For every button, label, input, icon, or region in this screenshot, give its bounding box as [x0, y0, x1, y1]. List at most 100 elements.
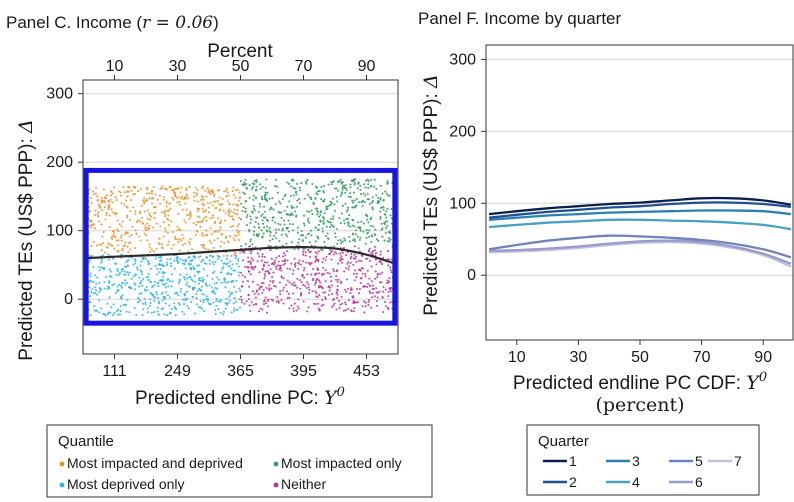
panel-c-point	[301, 274, 304, 277]
panel-c-point	[348, 265, 351, 268]
panel-c-point	[341, 302, 344, 305]
panel-c-point	[139, 188, 142, 191]
panel-c-point	[341, 261, 344, 264]
panel-c-point	[230, 292, 233, 295]
panel-c-point	[176, 229, 179, 232]
panel-c-point	[195, 303, 198, 306]
panel-c-point	[291, 292, 295, 295]
panel-c-point	[263, 226, 266, 229]
panel-c-highlight-box	[83, 167, 398, 326]
panel-c-point	[227, 280, 230, 283]
panel-c-point	[164, 209, 167, 212]
panel-c-point	[389, 286, 393, 289]
panel-c-point	[293, 281, 296, 284]
panel-c-point	[202, 244, 205, 247]
panel-c-point	[158, 271, 161, 274]
panel-c-point	[307, 306, 310, 309]
panel-c-point	[288, 182, 291, 185]
panel-c-point	[253, 292, 256, 295]
panel-c-point	[371, 196, 374, 199]
panel-c-point	[298, 238, 301, 241]
panel-c-point	[162, 235, 165, 238]
panel-c-point	[150, 311, 153, 314]
panel-c-point	[288, 296, 291, 299]
panel-c-point	[247, 260, 250, 263]
panel-c-point	[166, 263, 169, 266]
panel-c-point	[207, 248, 210, 251]
panel-c-point	[273, 259, 276, 262]
panel-c-point	[276, 185, 279, 188]
panel-c-point	[109, 270, 112, 273]
panel-c-point	[170, 265, 173, 268]
panel-c-point	[212, 246, 215, 249]
panel-c-point	[281, 229, 284, 232]
panel-c-point	[292, 206, 295, 209]
panel-c-point	[263, 255, 266, 259]
panel-c-bottom-tick-label: 249	[164, 363, 191, 380]
panel-c-point	[367, 221, 370, 224]
panel-c-point	[304, 284, 307, 287]
panel-c-point	[252, 194, 255, 197]
panel-c-point	[292, 310, 295, 313]
panel-c-point	[214, 207, 217, 210]
panel-c-point	[368, 247, 371, 250]
panel-c-point	[227, 241, 230, 244]
panel-c-point	[288, 200, 291, 203]
panel-c-point	[143, 297, 146, 300]
panel-c-point	[376, 291, 380, 294]
panel-c-point	[352, 191, 356, 194]
panel-c-point	[325, 205, 328, 208]
panel-c-point	[286, 259, 289, 262]
panel-c-point	[357, 221, 360, 224]
panel-c-point	[110, 208, 113, 211]
panel-c-point	[204, 208, 207, 211]
panel-c-point	[143, 196, 146, 200]
panel-c-point	[262, 288, 265, 291]
panel-c-point	[228, 235, 232, 238]
panel-c-point	[202, 246, 205, 249]
panel-c-point	[185, 273, 188, 276]
panel-c-point	[351, 224, 354, 227]
panel-c-point	[248, 285, 251, 288]
panel-c-point	[227, 210, 230, 213]
panel-c-point	[306, 219, 309, 222]
panel-c-point	[182, 237, 185, 240]
panel-c-point	[128, 241, 131, 244]
panel-f-series-line	[488, 201, 792, 219]
panel-c-point	[351, 206, 354, 209]
panel-c-legend-label: Most impacted and deprived	[67, 455, 243, 471]
panel-c-point	[201, 232, 204, 235]
panel-c-point	[171, 189, 174, 192]
panel-c-point	[234, 257, 237, 260]
panel-c-point	[351, 232, 354, 235]
panel-c-point	[336, 189, 339, 192]
panel-c-point	[340, 295, 343, 298]
panel-c-point	[177, 294, 180, 297]
panel-c-point	[140, 291, 143, 295]
panel-f-xtick-label: 70	[693, 349, 711, 366]
panel-c-point	[314, 290, 317, 293]
panel-c-point	[333, 302, 336, 305]
panel-c-point	[189, 238, 192, 241]
panel-c-point	[365, 236, 368, 239]
panel-c-point	[243, 276, 247, 279]
panel-c-point	[277, 260, 280, 263]
panel-c-point	[262, 303, 266, 306]
panel-c-point	[174, 307, 177, 310]
panel-c-point	[181, 298, 185, 301]
panel-c-point	[163, 210, 166, 213]
panel-c-point	[203, 234, 206, 237]
panel-c-point	[184, 202, 187, 205]
panel-c-point	[166, 293, 169, 297]
panel-c-point	[207, 211, 211, 214]
panel-c-point	[175, 196, 178, 199]
panel-c-point	[286, 279, 289, 282]
panel-c-point	[166, 314, 169, 317]
panel-c-point	[235, 229, 239, 232]
panel-c-point	[253, 207, 256, 210]
panel-c-point	[238, 298, 241, 301]
panel-c-point	[291, 272, 294, 275]
panel-c-point	[213, 292, 216, 295]
panel-c-point	[367, 304, 370, 307]
